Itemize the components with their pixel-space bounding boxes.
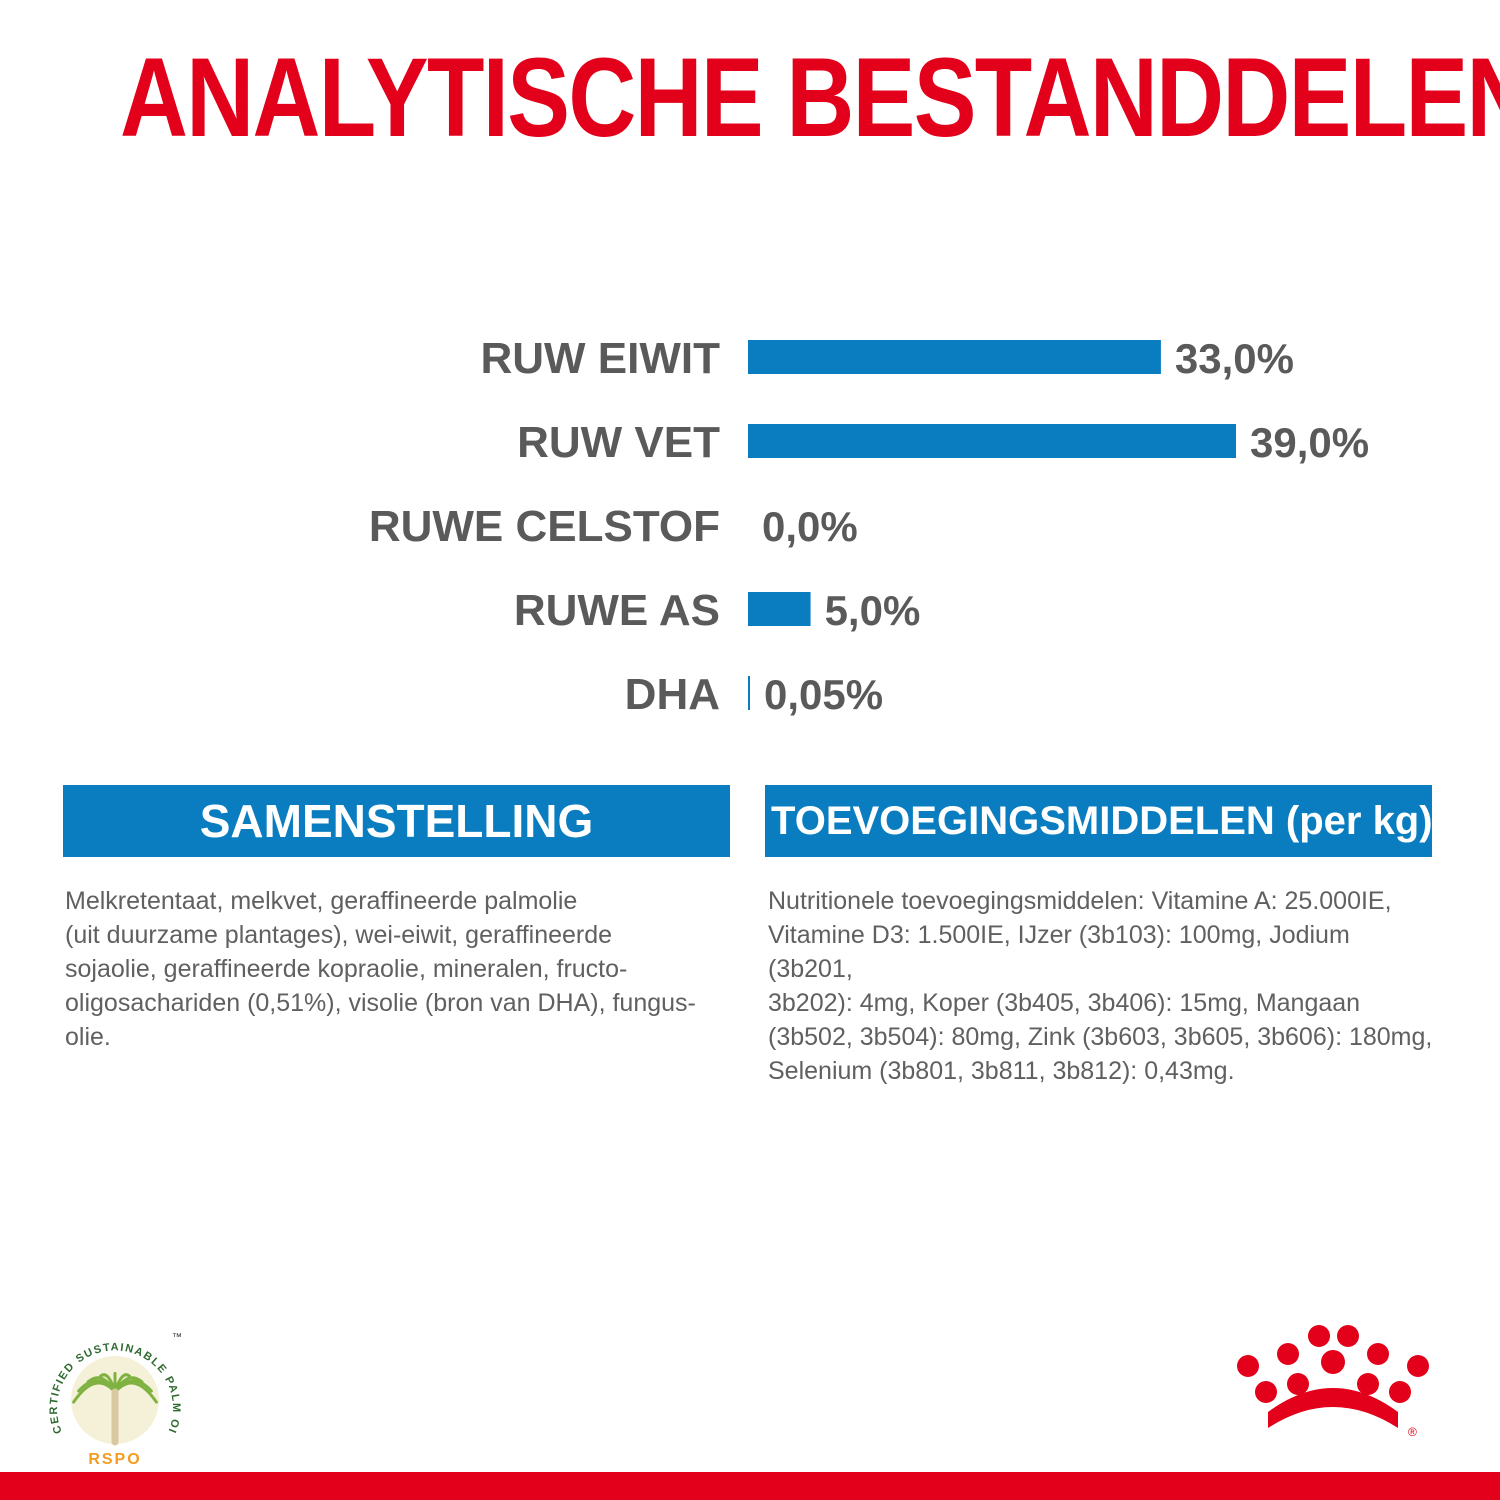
value-label: 0,0% [762,503,858,550]
category-label: RUWE CELSTOF [369,502,720,551]
value-label: 5,0% [825,587,921,634]
rspo-trademark: ™ [172,1332,182,1343]
palm-tree-icon [71,1356,159,1446]
royal-canin-crown-icon: ® [1237,1325,1429,1439]
bar [748,676,750,710]
category-label: RUW EIWIT [480,334,720,383]
value-label: 39,0% [1250,419,1369,466]
bar [748,424,1236,458]
value-label: 0,05% [764,671,883,718]
rspo-acronym: RSPO [88,1451,141,1468]
category-label: RUW VET [517,418,720,467]
registered-mark: ® [1408,1425,1417,1439]
bar [748,592,811,626]
additives-header: TOEVOEGINGSMIDDELEN (per kg) [765,785,1432,857]
value-label: 33,0% [1175,335,1294,382]
category-label: RUWE AS [514,586,720,635]
rspo-logo: CERTIFIED SUSTAINABLE PALM OIL ™ RSPO [40,1322,182,1468]
composition-text: Melkretentaat, melkvet, geraffineerde pa… [65,887,696,1051]
composition-header: SAMENSTELLING [63,785,730,857]
palm-frond [113,1381,158,1404]
bar [748,340,1161,374]
additives-text: Nutritionele toevoegingsmiddelen: Vitami… [768,887,1433,1085]
nutrient-bar-chart: RUW EIWIT 33,0% RUW VET 39,0% RUWE CELSTOF 0,… [369,334,1369,719]
footer-bar [0,1472,1500,1500]
page-title: ANALYTISCHE BESTANDDELEN [120,35,1500,160]
category-label: DHA [625,670,720,719]
